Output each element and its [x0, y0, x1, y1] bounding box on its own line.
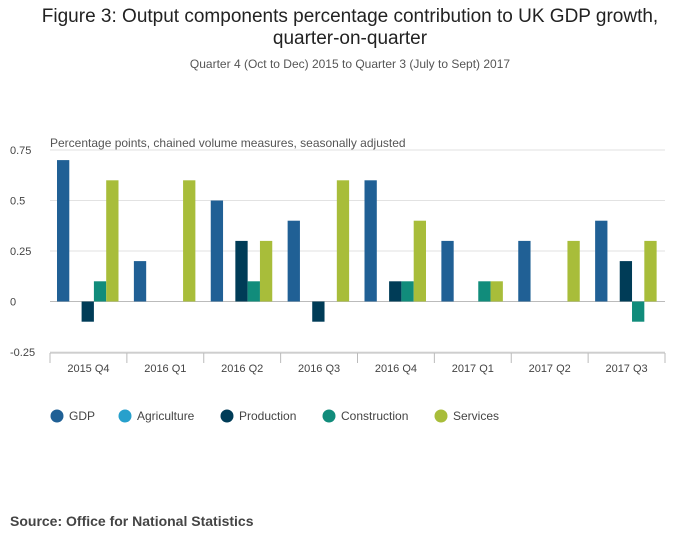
x-tick-label: 2017 Q2 — [529, 363, 571, 375]
legend-label-gdp[interactable]: GDP — [69, 409, 95, 423]
bar-construction-2017-q3[interactable] — [632, 301, 645, 322]
bar-gdp-2016-q3[interactable] — [287, 220, 300, 302]
y-tick-label: -0.25 — [10, 347, 35, 359]
y-tick-label: 0.75 — [10, 145, 31, 157]
legend[interactable]: GDP Agriculture Production Construction Serv… — [50, 409, 500, 423]
bar-gdp-2016-q1[interactable] — [133, 261, 147, 302]
bar-services-2017-q1[interactable] — [490, 281, 503, 302]
x-tick-label: 2015 Q4 — [67, 363, 109, 375]
y-tick-label: 0 — [10, 297, 16, 309]
legend-label-production[interactable]: Production — [239, 409, 296, 423]
chart-title-line-2: quarter-on-quarter — [272, 28, 428, 49]
bar-production-2016-q4[interactable] — [389, 281, 402, 302]
bar-gdp-2015-q4[interactable] — [57, 160, 70, 302]
legend-marker-services[interactable] — [434, 409, 448, 423]
bar-chart: Percentage points, chained volume measur… — [10, 136, 666, 423]
bar-construction-2015-q4[interactable] — [93, 281, 107, 302]
legend-label-agriculture[interactable]: Agriculture — [137, 409, 195, 423]
bar-production-2015-q4[interactable] — [81, 301, 94, 322]
bar-services-2015-q4[interactable] — [106, 180, 119, 302]
x-tick-label: 2017 Q3 — [605, 363, 647, 375]
bar-gdp-2017-q1[interactable] — [441, 240, 454, 302]
bar-construction-2016-q2[interactable] — [247, 281, 260, 302]
bar-services-2016-q4[interactable] — [413, 220, 426, 302]
bar-services-2016-q3[interactable] — [336, 180, 350, 302]
bar-production-2017-q3[interactable] — [619, 261, 633, 302]
x-tick-label: 2017 Q1 — [452, 363, 494, 375]
axes: Percentage points, chained volume measur… — [10, 136, 666, 375]
x-tick-label: 2016 Q3 — [298, 363, 340, 375]
bar-services-2017-q2[interactable] — [567, 240, 580, 302]
x-tick-label: 2016 Q2 — [221, 363, 263, 375]
x-tick-label: 2016 Q4 — [375, 363, 417, 375]
bar-gdp-2017-q2[interactable] — [518, 240, 531, 302]
bar-gdp-2017-q3[interactable] — [595, 220, 608, 302]
bar-gdp-2016-q4[interactable] — [364, 180, 377, 302]
legend-label-services[interactable]: Services — [453, 409, 499, 423]
source-note: Source: Office for National Statistics — [10, 513, 254, 529]
bars — [57, 160, 657, 322]
bar-construction-2016-q4[interactable] — [401, 281, 414, 302]
bar-production-2016-q2[interactable] — [235, 240, 248, 302]
y-tick-label: 0.5 — [10, 196, 25, 208]
legend-marker-construction[interactable] — [322, 409, 336, 423]
bar-gdp-2016-q2[interactable] — [210, 200, 224, 302]
chart-title-line-1: Figure 3: Output components percentage c… — [41, 6, 659, 27]
chart-title: Figure 3: Output components percentage c… — [0, 6, 700, 50]
chart-subtitle: Quarter 4 (Oct to Dec) 2015 to Quarter 3… — [189, 57, 511, 71]
bar-services-2017-q3[interactable] — [644, 240, 657, 302]
bar-services-2016-q1[interactable] — [183, 180, 196, 302]
legend-marker-gdp[interactable] — [50, 409, 64, 423]
legend-marker-production[interactable] — [220, 409, 234, 423]
gridlines — [50, 149, 665, 353]
bar-services-2016-q2[interactable] — [259, 240, 273, 302]
legend-marker-agriculture[interactable] — [118, 409, 132, 423]
legend-label-construction[interactable]: Construction — [341, 409, 408, 423]
y-axis-label: Percentage points, chained volume measur… — [50, 136, 406, 150]
x-tick-label: 2016 Q1 — [144, 363, 186, 375]
bar-production-2016-q3[interactable] — [312, 301, 325, 322]
bar-construction-2017-q1[interactable] — [478, 281, 491, 302]
y-tick-label: 0.25 — [10, 246, 31, 258]
